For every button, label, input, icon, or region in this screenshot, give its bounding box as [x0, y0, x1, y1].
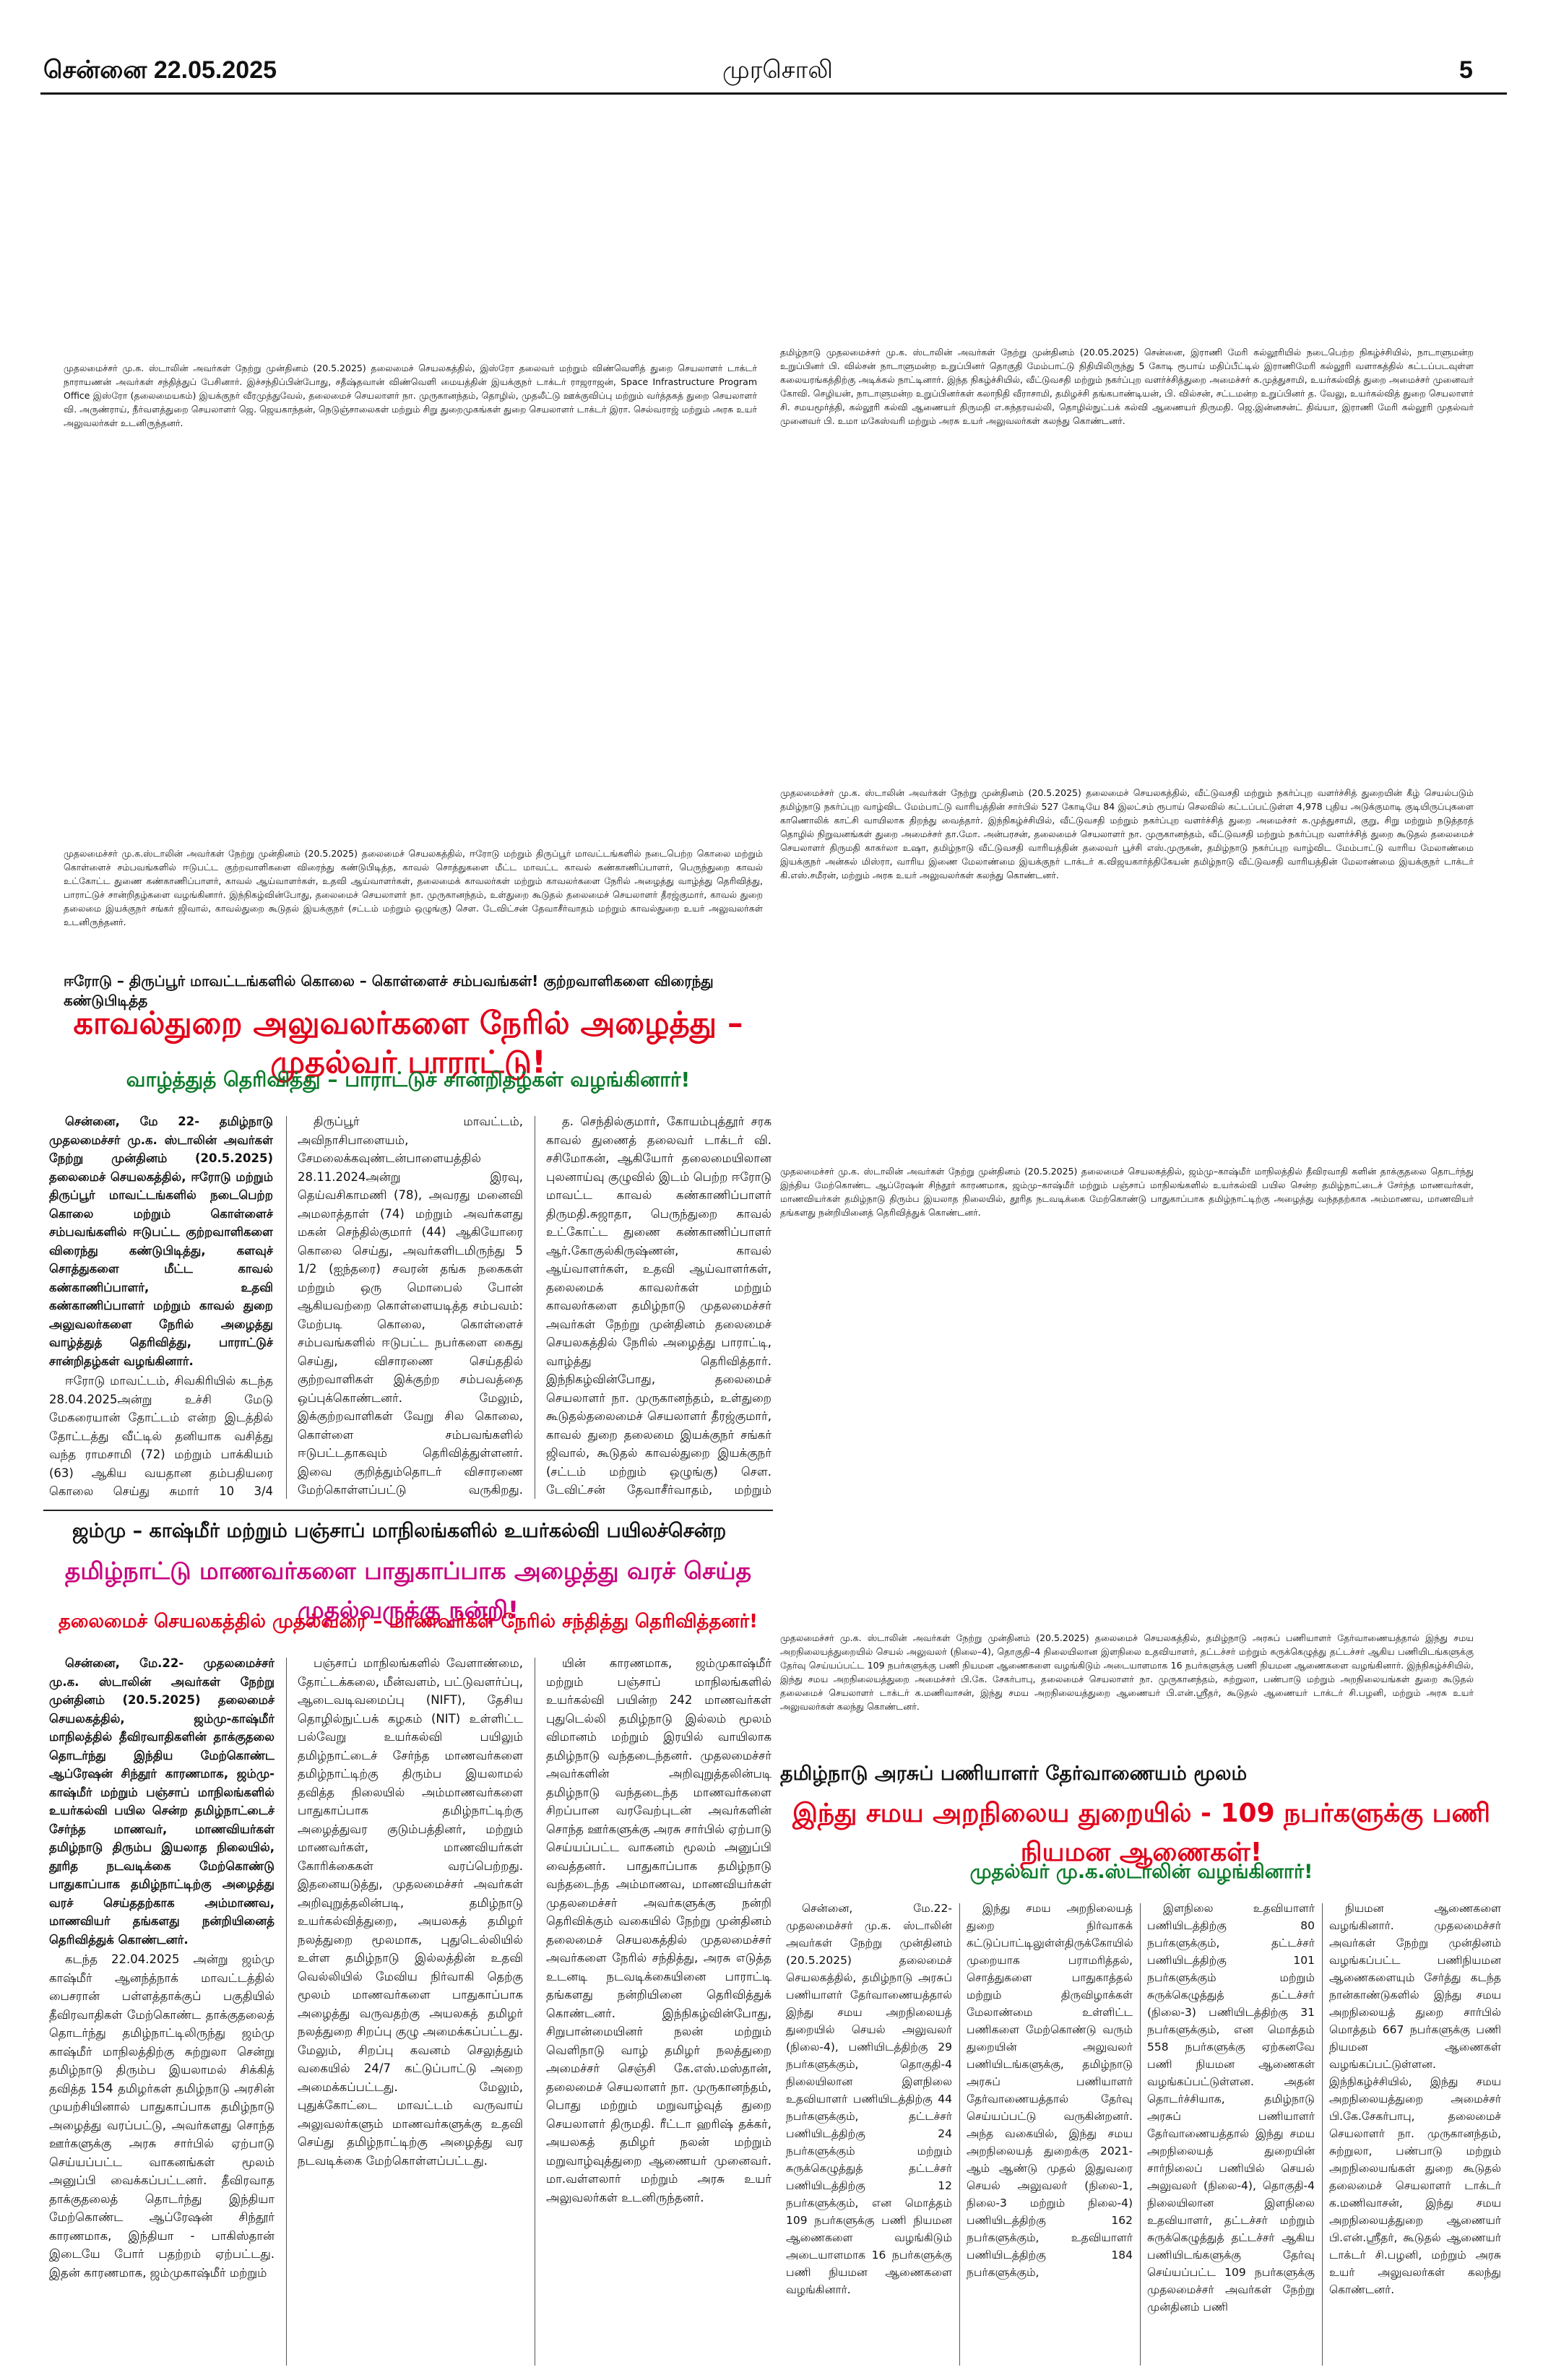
- page-number: 5: [1459, 56, 1473, 84]
- story3-paragraph: நியமன ஆணைகளை வழங்கினார். முதலமைச்சர் அவர…: [1329, 1902, 1501, 2296]
- story2-paragraph: பஞ்சாப் மாநிலங்களில் வேளாண்மை, தோட்டக்கல…: [298, 1656, 523, 2168]
- story1-headline: காவல்துறை அலுவலர்களை நேரில் அழைத்து – மு…: [73, 1005, 743, 1081]
- story3-column-2: இந்து சமய அறநிலையத் துறை நிர்வாகக் கட்டு…: [967, 1900, 1133, 2369]
- story2-subhead: தலைமைச் செயலகத்தில் முதல்வரை – மாணவர்கள்…: [58, 1611, 758, 1632]
- story3-column-4: நியமன ஆணைகளை வழங்கினார். முதலமைச்சர் அவர…: [1329, 1900, 1501, 2369]
- photo-hrce: [780, 1257, 1503, 1625]
- photo-isro-meeting: [40, 108, 763, 354]
- story2-lead: சென்னை, மே.22- முதலமைச்சர் மு.க. ஸ்டாலின…: [49, 1656, 275, 1947]
- story3-paragraph: இந்து சமய அறநிலையத் துறை நிர்வாகக் கட்டு…: [967, 1902, 1133, 2279]
- story3-paragraph: சென்னை, மே.22- முதலமைச்சர் மு.க. ஸ்டாலின…: [786, 1902, 952, 2296]
- photo-caption-queen-marys: தமிழ்நாடு முதலமைச்சர் மு.க. ஸ்டாலின் அவர…: [780, 347, 1474, 426]
- story1-paragraph: ஈரோடு மாவட்டம், சிவகிரியில் கடந்த 28.04.…: [49, 1374, 273, 1498]
- story2-paragraph: யின் காரணமாக, ஜம்முகாஷ்மீர் மற்றும் பஞ்ச…: [546, 1656, 772, 2204]
- story2-column-1: சென்னை, மே.22- முதலமைச்சர் மு.க. ஸ்டாலின…: [49, 1654, 275, 2369]
- story3-column-3: இளநிலை உதவியாளர் பணியிடத்திற்கு 80 நபர்க…: [1147, 1900, 1315, 2369]
- photo-housing: [780, 462, 1503, 780]
- column-rule: [286, 1116, 287, 1499]
- story3-column-1: சென்னை, மே.22- முதலமைச்சர் மு.க. ஸ்டாலின…: [786, 1900, 952, 2369]
- story2-column-3: யின் காரணமாக, ஜம்முகாஷ்மீர் மற்றும் பஞ்ச…: [546, 1654, 772, 2369]
- photo-caption-isro: முதலமைச்சர் மு.க. ஸ்டாலின் அவர்கள் நேற்ற…: [64, 363, 757, 428]
- story1-subhead: வாழ்த்துத் தெரிவித்து – பாராட்டுச் சான்ற…: [126, 1068, 691, 1091]
- story3-headline: இந்து சமய அறநிலைய துறையில் - 109 நபர்களு…: [792, 1799, 1490, 1867]
- story1-paragraph: திருப்பூர் மாவட்டம், அவிநாசிபாளையம், சேம…: [298, 1115, 523, 1502]
- masthead: முரசொலி: [722, 56, 833, 84]
- story1-column-1: சென்னை, மே 22- தமிழ்நாடு முதலமைச்சர் மு.…: [49, 1112, 273, 1502]
- story1-column-3: த. செந்தில்குமார், கோயம்புத்தூர் சரக காவ…: [546, 1112, 772, 1502]
- story3-subhead: முதல்வர் மு.க.ஸ்டாலின் வழங்கினார்!: [969, 1861, 1313, 1883]
- column-rule: [286, 1658, 287, 2366]
- column-rule: [1140, 1903, 1141, 2366]
- photo-police: [40, 462, 763, 838]
- column-rule: [959, 1903, 960, 2366]
- photo-students: [780, 961, 1503, 1159]
- issue-date: சென்னை 22.05.2025: [43, 56, 277, 84]
- story1-lead: சென்னை, மே 22- தமிழ்நாடு முதலமைச்சர் மு.…: [49, 1115, 273, 1368]
- story3-paragraph: இளநிலை உதவியாளர் பணியிடத்திற்கு 80 நபர்க…: [1147, 1902, 1315, 2314]
- story2-kicker: ஜம்மு – காஷ்மீர் மற்றும் பஞ்சாப் மாநிலங்…: [72, 1520, 727, 1542]
- story-divider: [43, 1510, 773, 1511]
- story1-kicker: ஈரோடு – திருப்பூர் மாவட்டங்களில் கொலை – …: [64, 972, 714, 1009]
- photo-caption-housing: முதலமைச்சர் மு.க. ஸ்டாலின் அவர்கள் நேற்ற…: [780, 787, 1474, 880]
- story1-column-2: திருப்பூர் மாவட்டம், அவிநாசிபாளையம், சேம…: [298, 1112, 523, 1502]
- photo-caption-hrce: முதலமைச்சர் மு.க. ஸ்டாலின் அவர்கள் நேற்ற…: [780, 1632, 1474, 1712]
- story2-headline: தமிழ்நாட்டு மாணவர்களை பாதுகாப்பாக அழைத்த…: [64, 1557, 752, 1624]
- photo-queen-marys: [780, 108, 1503, 339]
- header-rule: [40, 92, 1507, 95]
- story2-column-2: பஞ்சாப் மாநிலங்களில் வேளாண்மை, தோட்டக்கல…: [298, 1654, 523, 2369]
- photo-caption-students: முதலமைச்சர் மு.க. ஸ்டாலின் அவர்கள் நேற்ற…: [780, 1166, 1474, 1218]
- story3-kicker: தமிழ்நாடு அரசுப் பணியாளர் தேர்வாணையம் மூ…: [780, 1762, 1248, 1785]
- column-rule: [1322, 1903, 1323, 2366]
- story2-paragraph: கடந்த 22.04.2025 அன்று ஜம்மு காஷ்மீர் ஆன…: [49, 1952, 275, 2280]
- photo-caption-police: முதலமைச்சர் மு.க.ஸ்டாலின் அவர்கள் நேற்று…: [64, 848, 763, 927]
- story1-paragraph: த. செந்தில்குமார், கோயம்புத்தூர் சரக காவ…: [546, 1115, 772, 1502]
